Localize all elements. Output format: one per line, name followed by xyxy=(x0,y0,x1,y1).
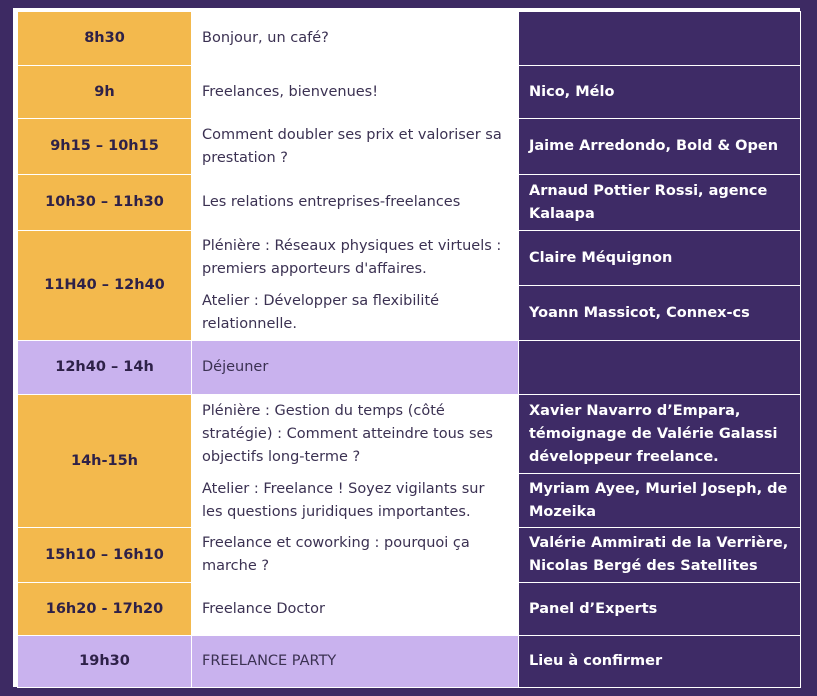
table-row: 10h30 – 11h30 Les relations entreprises-… xyxy=(17,174,801,231)
table-row: 16h20 - 17h20 Freelance Doctor Panel d’E… xyxy=(17,582,801,636)
time-cell: 11H40 – 12h40 xyxy=(17,230,192,341)
speaker-cell xyxy=(518,340,801,395)
table-row: 15h10 – 16h10 Freelance et coworking : p… xyxy=(17,527,801,583)
speaker-cell: Xavier Navarro d’Empara, témoignage de V… xyxy=(518,394,801,474)
topic-cell: Bonjour, un café? xyxy=(191,11,519,66)
table-row: 14h-15h Plénière : Gestion du temps (côt… xyxy=(17,394,801,528)
table-row: 9h Freelances, bienvenues! Nico, Mélo xyxy=(17,65,801,119)
table-row: 9h15 – 10h15 Comment doubler ses prix et… xyxy=(17,118,801,175)
topic-cell: Comment doubler ses prix et valoriser sa… xyxy=(191,118,519,175)
topic-cell: Freelances, bienvenues! xyxy=(191,65,519,119)
time-cell: 16h20 - 17h20 xyxy=(17,582,192,636)
time-cell: 9h15 – 10h15 xyxy=(17,118,192,175)
time-cell: 12h40 – 14h xyxy=(17,340,192,395)
table-row: 8h30 Bonjour, un café? xyxy=(17,11,801,66)
speaker-cell: Jaime Arredondo, Bold & Open xyxy=(518,118,801,175)
speaker-cell: Nico, Mélo xyxy=(518,65,801,119)
speaker-cell: Valérie Ammirati de la Verrière, Nicolas… xyxy=(518,527,801,583)
topic-cell: Plénière : Réseaux physiques et virtuels… xyxy=(191,230,519,286)
time-cell: 14h-15h xyxy=(17,394,192,528)
time-cell: 19h30 xyxy=(17,635,192,688)
speaker-cell: Lieu à confirmer xyxy=(518,635,801,688)
table-row: 19h30 FREELANCE PARTY Lieu à confirmer xyxy=(17,635,801,688)
topic-cell: Déjeuner xyxy=(191,340,519,395)
speaker-cell: Myriam Ayee, Muriel Joseph, de Mozeika xyxy=(518,473,801,528)
speaker-cell: Claire Méquignon xyxy=(518,230,801,286)
table-row: 12h40 – 14h Déjeuner xyxy=(17,340,801,395)
table-row: Atelier : Freelance ! Soyez vigilants su… xyxy=(18,473,801,528)
schedule-frame: 8h30 Bonjour, un café? 9h Freelances, bi… xyxy=(13,8,801,688)
topic-cell: Les relations entreprises-freelances xyxy=(191,174,519,231)
schedule-table: 8h30 Bonjour, un café? 9h Freelances, bi… xyxy=(17,11,801,688)
topic-cell: Freelance Doctor xyxy=(191,582,519,636)
topic-cell: Freelance et coworking : pourquoi ça mar… xyxy=(191,527,519,583)
topic-cell: Atelier : Freelance ! Soyez vigilants su… xyxy=(191,473,519,528)
speaker-cell: Yoann Massicot, Connex-cs xyxy=(518,285,801,341)
time-cell: 10h30 – 11h30 xyxy=(17,174,192,231)
topic-cell: Atelier : Développer sa flexibilité rela… xyxy=(191,285,519,341)
time-cell: 9h xyxy=(17,65,192,119)
speaker-cell: Panel d’Experts xyxy=(518,582,801,636)
topic-cell: Plénière : Gestion du temps (côté straté… xyxy=(191,394,519,474)
time-cell: 8h30 xyxy=(17,11,192,66)
speaker-cell xyxy=(518,11,801,66)
speaker-cell: Arnaud Pottier Rossi, agence Kalaapa xyxy=(518,174,801,231)
time-cell: 15h10 – 16h10 xyxy=(17,527,192,583)
table-row: 11H40 – 12h40 Plénière : Réseaux physiqu… xyxy=(17,230,801,341)
topic-cell: FREELANCE PARTY xyxy=(191,635,519,688)
table-row: Atelier : Développer sa flexibilité rela… xyxy=(18,285,801,341)
